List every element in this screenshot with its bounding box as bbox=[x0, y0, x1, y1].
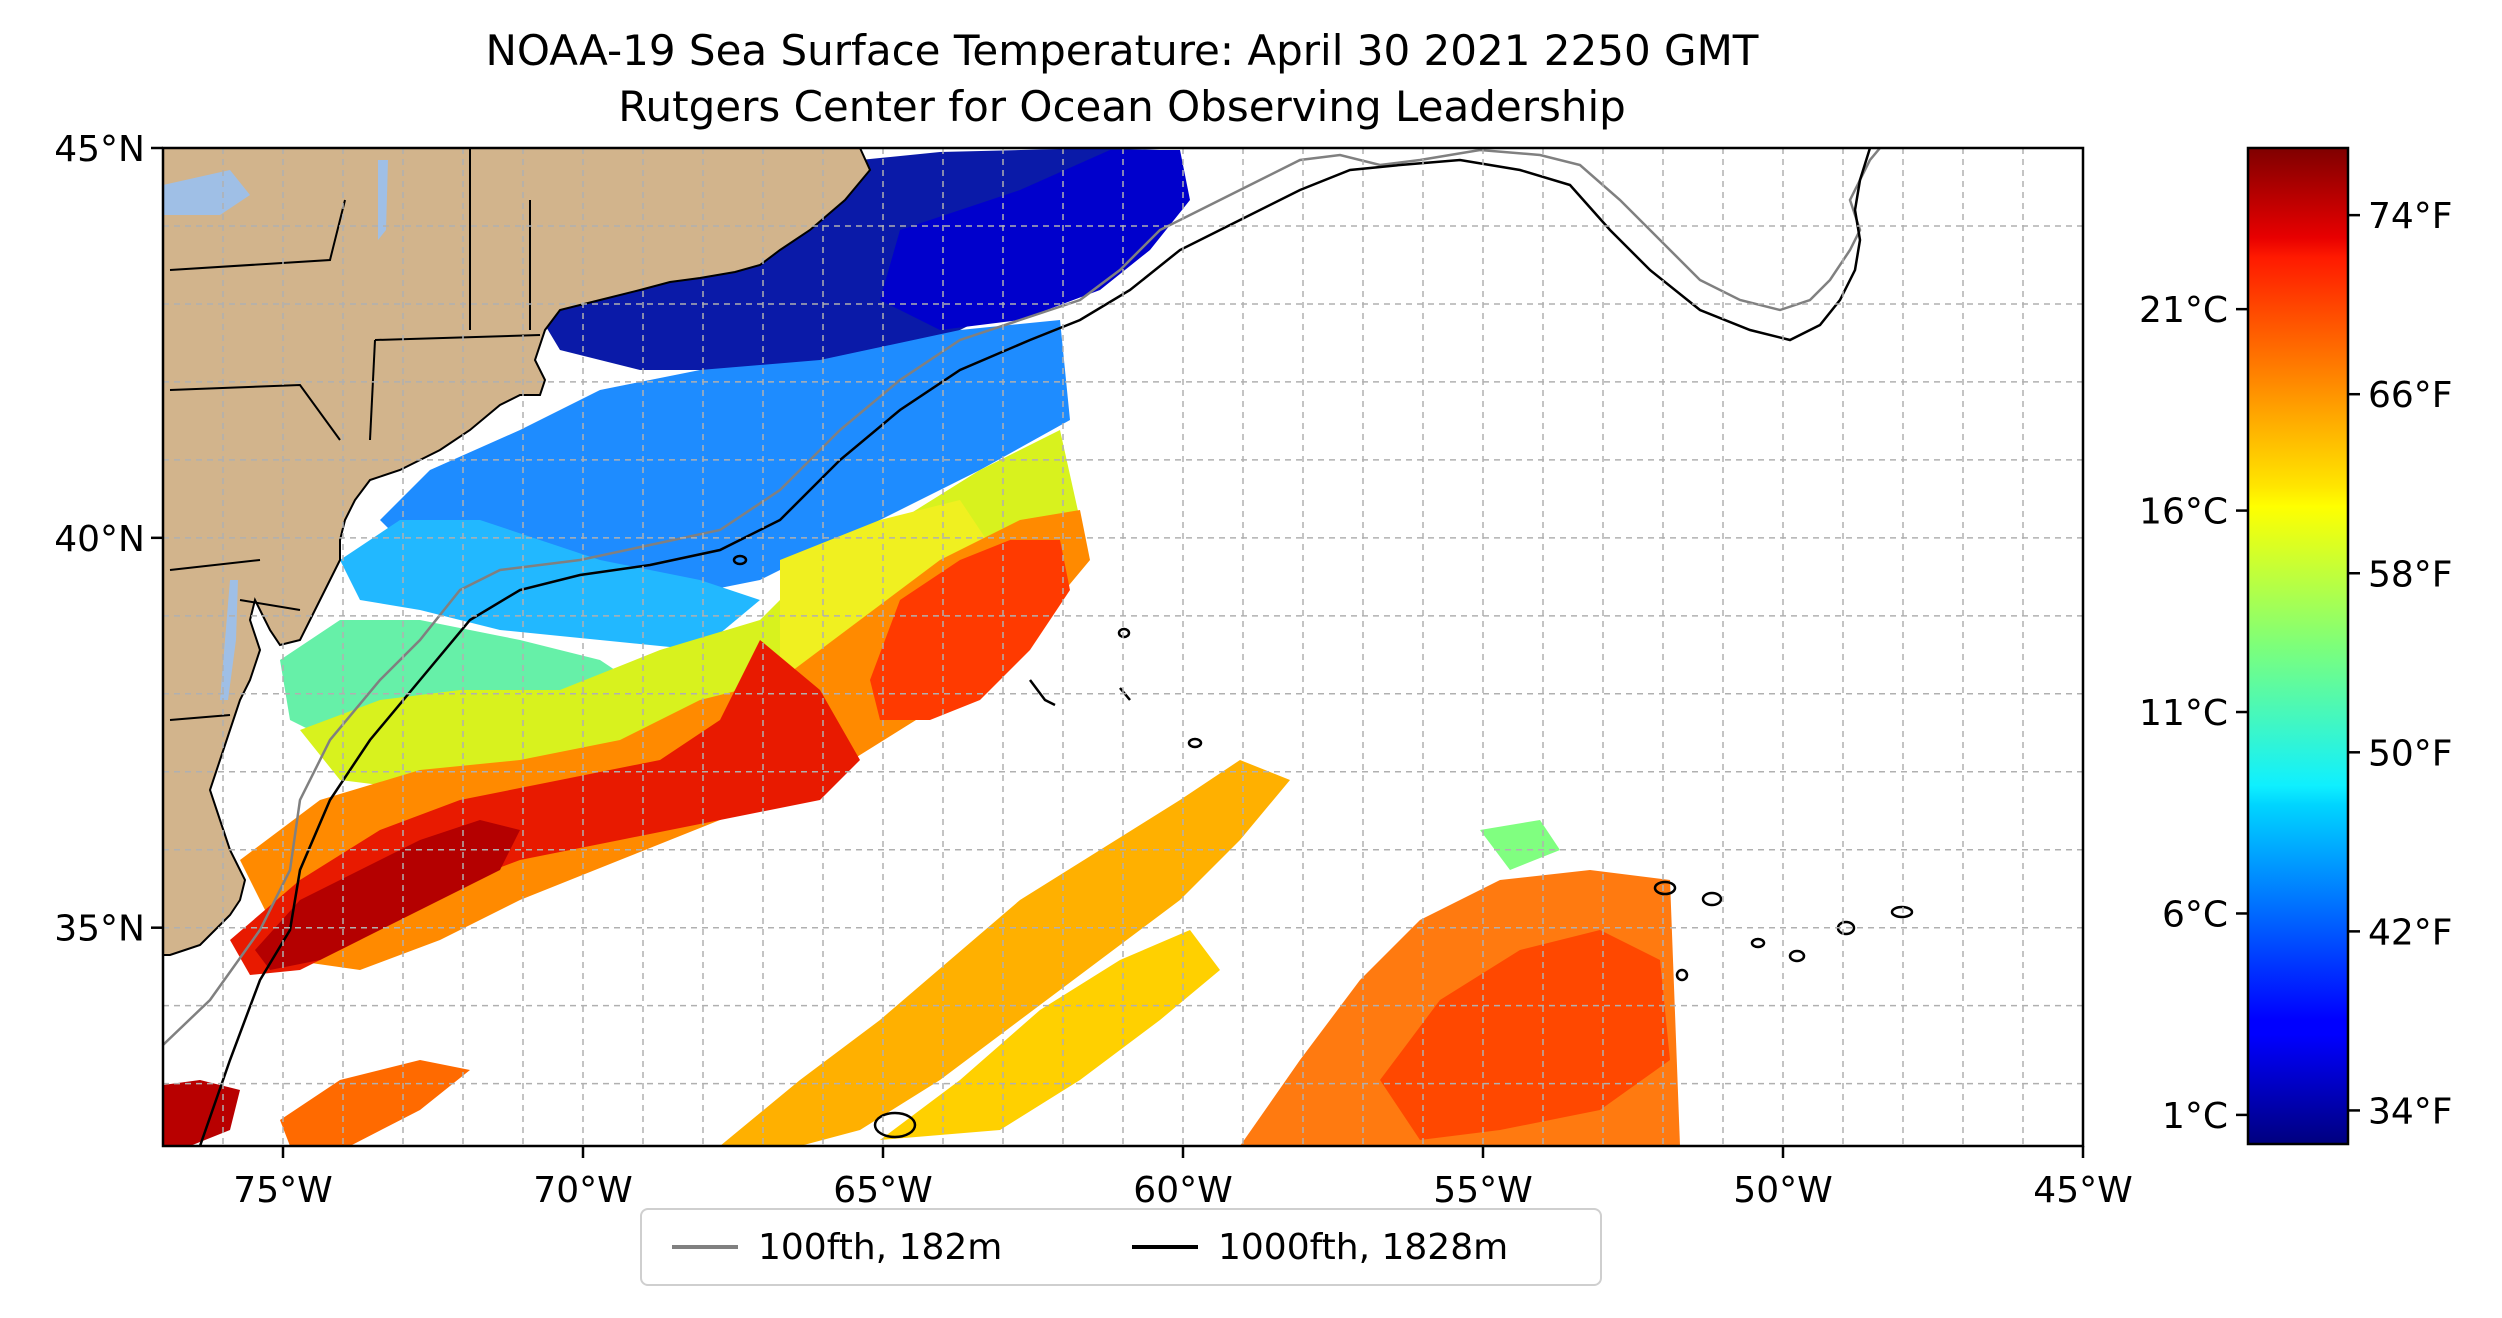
isobath-legend: 100fth, 182m 1000fth, 1828m bbox=[640, 1208, 1602, 1286]
colorbar-f-tick-label: 34°F bbox=[2368, 1091, 2453, 1132]
map-frame bbox=[161, 146, 2085, 1148]
north-america-land bbox=[163, 148, 872, 956]
colorbar-f-tick-label: 74°F bbox=[2368, 196, 2453, 237]
lon-tick-label: 55°W bbox=[1433, 1170, 1532, 1211]
colorbar-ticks: 74°F 66°F 58°F 50°F 42°F 34°F 21°C 16°C 11°C 6°C 1… bbox=[2139, 196, 2452, 1137]
colorbar-f-tick-label: 42°F bbox=[2368, 912, 2453, 953]
lon-tick-label: 60°W bbox=[1133, 1170, 1232, 1211]
land-layer bbox=[163, 148, 872, 956]
lake-ontario-edge bbox=[163, 170, 250, 215]
colorbar-f-tick-label: 58°F bbox=[2368, 554, 2453, 595]
colorbar-c-tick-label: 21°C bbox=[2139, 290, 2228, 331]
sst-patch-slope-yellow bbox=[300, 430, 1080, 790]
sst-patch-warm-eddy bbox=[870, 540, 1070, 720]
colorbar-gradient bbox=[2246, 146, 2350, 1146]
legend-item-1000fth: 1000fth, 1828m bbox=[1132, 1210, 1508, 1284]
sst-patch-southwest bbox=[280, 1060, 470, 1146]
sst-patch-corner-red bbox=[163, 1080, 240, 1146]
legend-swatch-100fth bbox=[672, 1245, 738, 1249]
lon-tick-label: 45°W bbox=[2033, 1170, 2132, 1211]
sst-patch-streaks-1 bbox=[720, 760, 1290, 1146]
sst-patch-streaks-2 bbox=[880, 930, 1220, 1140]
lon-tick-label: 50°W bbox=[1733, 1170, 1832, 1211]
lat-tick-label: 35°N bbox=[54, 909, 145, 950]
sst-patch-southeast-red bbox=[1380, 930, 1670, 1140]
colorbar-f-tick-label: 50°F bbox=[2368, 733, 2453, 774]
lon-tick-label: 65°W bbox=[833, 1170, 932, 1211]
lat-tick-label: 45°N bbox=[54, 129, 145, 170]
sst-field bbox=[163, 148, 1680, 1146]
colorbar: 74°F 66°F 58°F 50°F 42°F 34°F 21°C 16°C 11°C 6°C 1… bbox=[2139, 146, 2453, 1146]
chart-title: NOAA-19 Sea Surface Temperature: April 3… bbox=[485, 26, 1759, 75]
legend-label-100fth: 100fth, 182m bbox=[758, 1226, 1003, 1268]
lon-tick-label: 70°W bbox=[533, 1170, 632, 1211]
legend-swatch-1000fth bbox=[1132, 1245, 1198, 1249]
lat-tick-label: 40°N bbox=[54, 519, 145, 560]
map-axis-ticks: 45°N 40°N 35°N 75°W 70°W 65°W 60°W 55°W 50°W 45°W bbox=[54, 129, 2132, 1211]
colorbar-f-tick-label: 66°F bbox=[2368, 375, 2453, 416]
chesapeake-bay bbox=[220, 580, 238, 700]
lon-tick-label: 75°W bbox=[233, 1170, 332, 1211]
colorbar-c-tick-label: 6°C bbox=[2162, 894, 2228, 935]
sst-patch-gulf-stream-core bbox=[255, 820, 520, 970]
isobath-1000fth bbox=[198, 148, 1872, 1146]
lake-champlain bbox=[378, 160, 388, 240]
legend-item-100fth: 100fth, 182m bbox=[672, 1210, 1002, 1284]
chart-subtitle: Rutgers Center for Ocean Observing Leade… bbox=[618, 82, 1626, 131]
legend-label-1000fth: 1000fth, 1828m bbox=[1218, 1226, 1509, 1268]
sst-patch-shelf-cyan bbox=[340, 520, 760, 650]
colorbar-c-tick-label: 1°C bbox=[2162, 1096, 2228, 1137]
islands bbox=[732, 554, 1914, 1139]
colorbar-c-tick-label: 16°C bbox=[2139, 492, 2228, 533]
sst-patch-green-bits bbox=[1480, 820, 1560, 870]
isobath-100fth bbox=[163, 148, 1881, 1046]
sst-patch-scotian-shelf bbox=[880, 150, 1190, 330]
colorbar-c-tick-label: 11°C bbox=[2139, 693, 2228, 734]
map-gridlines bbox=[163, 148, 2083, 1146]
